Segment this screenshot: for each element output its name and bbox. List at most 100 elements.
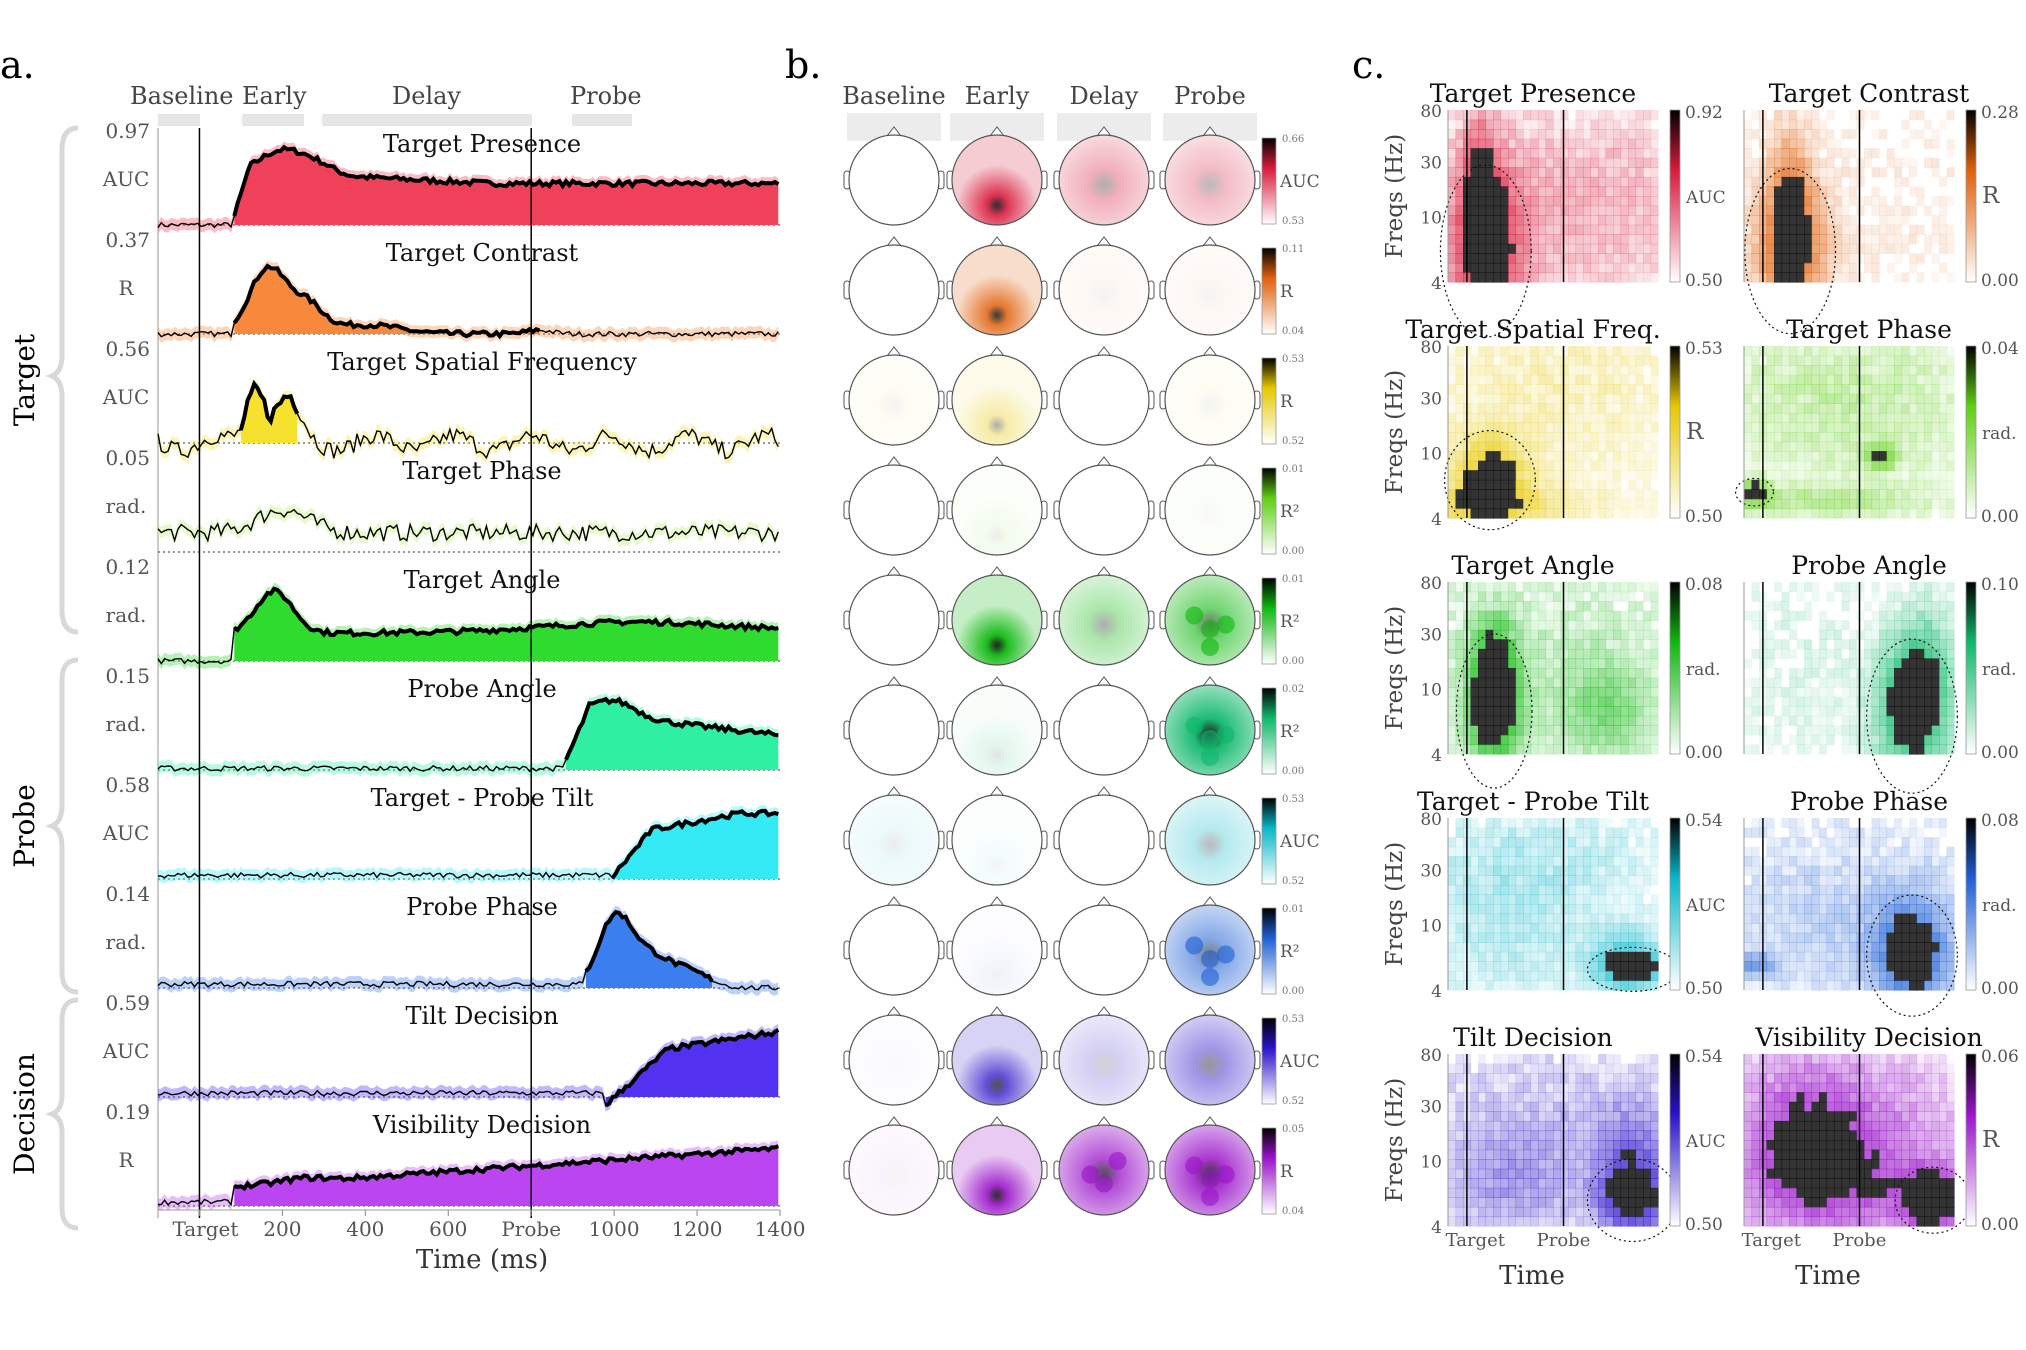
nose — [886, 676, 902, 687]
sem-band — [158, 503, 779, 548]
scalp-outline — [1058, 794, 1150, 886]
time-course-row: Probe Angle 0.15 rad. — [105, 664, 780, 782]
scalp-activation — [952, 135, 1042, 225]
topo-colorbar: 0.53 AUC 0.52 — [1261, 794, 1320, 887]
scalp-map — [843, 236, 945, 336]
y-max-label: 0.19 — [105, 1100, 150, 1124]
activation-spot — [1201, 1188, 1219, 1206]
nose — [886, 236, 902, 247]
scalp-outline — [951, 794, 1043, 886]
tf-colorbar: 0.08 rad. 0.00 — [1965, 811, 2019, 999]
y-max-label: 0.12 — [105, 555, 150, 579]
nose — [886, 566, 902, 577]
metric-label: AUC — [102, 167, 150, 191]
time-course-row: Target Spatial Frequency 0.56 AUC — [102, 337, 780, 465]
activation-spot — [1201, 620, 1219, 638]
tf-title: Target Angle — [1451, 551, 1614, 580]
time-course-row: Visibility Decision 0.19 R — [105, 1100, 780, 1218]
metric-label: rad. — [106, 603, 147, 627]
scalp-outline — [951, 574, 1043, 666]
activation-spot — [1081, 1165, 1100, 1184]
topo-colorbar: 0.01 R² 0.00 — [1261, 464, 1304, 557]
tf-y-tick: 10 — [1420, 1153, 1442, 1173]
colorbar-max: 0.01 — [1282, 464, 1304, 475]
tf-y-tick: 30 — [1420, 154, 1442, 174]
tf-y-tick: 4 — [1431, 982, 1442, 1002]
colorbar-max: 0.05 — [1282, 1124, 1304, 1135]
time-course-row: Target Contrast 0.37 R — [105, 228, 780, 346]
significance-contour — [1734, 477, 1774, 507]
row-title: Tilt Decision — [405, 1002, 558, 1030]
tf-bg — [1744, 346, 1954, 518]
nose — [989, 1006, 1005, 1017]
significance-contour — [1455, 633, 1533, 789]
scalp-outline — [848, 1014, 940, 1106]
scalp-map — [1159, 126, 1261, 226]
topo-row: 0.66 AUC 0.53 — [843, 126, 1320, 227]
activation-spot — [1201, 1170, 1219, 1188]
nose — [886, 126, 902, 137]
scalp-activation — [1059, 135, 1149, 225]
mean-line — [157, 508, 779, 543]
x-tick-label: 600 — [429, 1217, 467, 1241]
tf-title: Probe Phase — [1790, 787, 1948, 816]
tf-title: Visibility Decision — [1754, 1023, 1982, 1052]
tf-y-tick: 30 — [1420, 1098, 1442, 1118]
window-label-early: Early — [242, 82, 307, 110]
tf-map: Target Phase 0.04 rad. 0.00 — [1734, 315, 2019, 527]
scalp-map — [946, 456, 1048, 556]
scalp-outline — [848, 904, 940, 996]
tf-colorbar: 0.54 AUC 0.50 — [1669, 811, 1726, 999]
topo-colorbar: 0.53 R 0.52 — [1261, 354, 1304, 447]
topo-row: 0.05 R 0.04 — [843, 1116, 1304, 1217]
scalp-outline — [951, 1124, 1043, 1216]
panel-b-window-labels: Baseline Early Delay Probe — [842, 82, 1246, 110]
tf-y-tick: 30 — [1420, 626, 1442, 646]
nose — [989, 786, 1005, 797]
scalp-map — [1053, 896, 1155, 996]
tf-heatmap — [1744, 346, 1955, 519]
scalp-map — [1053, 456, 1155, 556]
colorbar-metric: R — [1280, 392, 1294, 412]
tf-y-tick: 10 — [1420, 445, 1442, 465]
scalp-activation — [952, 355, 1042, 445]
colorbar-min: 0.00 — [1282, 986, 1304, 997]
tf-map: Probe Phase 0.08 rad. 0.00 — [1743, 787, 2019, 1017]
nose — [1202, 236, 1218, 247]
colorbar-metric: R — [1280, 1162, 1294, 1182]
nose — [989, 566, 1005, 577]
panel-label-c: c. — [1352, 43, 1385, 87]
scalp-map — [946, 126, 1048, 226]
scalp-map — [1053, 786, 1155, 886]
scalp-map — [1159, 896, 1261, 996]
row-title: Target Presence — [383, 130, 581, 158]
colorbar-max: 0.01 — [1282, 574, 1304, 585]
nose — [989, 126, 1005, 137]
scalp-outline — [1164, 244, 1256, 336]
nose — [1096, 346, 1112, 357]
scalp-outline — [848, 794, 940, 886]
nose — [1096, 126, 1112, 137]
scalp-outline — [1058, 464, 1150, 556]
nose — [1096, 1006, 1112, 1017]
colorbar-max: 0.53 — [1282, 794, 1304, 805]
row-title: Target Contrast — [386, 239, 579, 267]
time-course-row: Target - Probe Tilt 0.58 AUC — [102, 773, 780, 891]
scalp-map — [1159, 566, 1261, 666]
colorbar-max: 0.53 — [1282, 1014, 1304, 1025]
tf-y-tick: 30 — [1420, 862, 1442, 882]
nose — [1096, 896, 1112, 907]
scalp-outline — [1164, 1014, 1256, 1106]
tf-title: Target Spatial Freq. — [1405, 315, 1660, 344]
scalp-bg — [1059, 795, 1149, 885]
scalp-outline — [951, 684, 1043, 776]
scalp-activation — [1165, 465, 1255, 555]
nose — [989, 346, 1005, 357]
nose — [989, 1116, 1005, 1127]
scalp-bg — [849, 685, 939, 775]
nose — [1202, 126, 1218, 137]
tf-colorbar: 0.06 R 0.00 — [1965, 1047, 2019, 1235]
